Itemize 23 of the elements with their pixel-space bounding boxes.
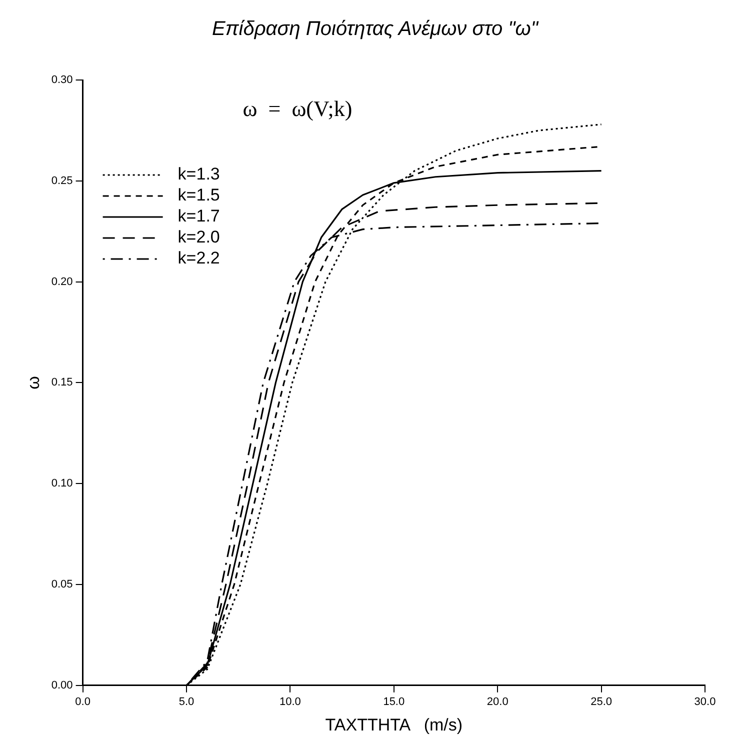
legend-label: k=1.5 — [178, 186, 220, 205]
x-tick-label: 30.0 — [694, 696, 716, 708]
y-tick-label: 0.30 — [51, 74, 73, 86]
y-tick-label: 0.10 — [51, 478, 73, 490]
x-tick-label: 0.0 — [75, 696, 90, 708]
y-tick-label: 0.15 — [51, 376, 73, 389]
x-axis-title: TAXTTHTA (m/s) — [325, 715, 463, 734]
x-tick-label: 20.0 — [486, 696, 508, 708]
y-tick-label: 0.05 — [51, 578, 73, 591]
legend-label: k=2.2 — [178, 248, 220, 268]
y-tick-label: 0.00 — [51, 679, 73, 692]
x-tick-label: 5.0 — [178, 696, 194, 708]
x-tick-label: 25.0 — [590, 696, 612, 708]
x-tick-label: 15.0 — [383, 696, 405, 708]
annotation: ω = ω(V;k) — [242, 96, 352, 121]
y-tick-label: 0.20 — [51, 276, 73, 288]
legend-label: k=1.3 — [178, 164, 220, 184]
legend-label: k=2.0 — [178, 228, 220, 247]
y-tick-label: 0.25 — [51, 174, 73, 187]
y-axis-title: ω — [24, 376, 43, 390]
x-tick-label: 10.0 — [279, 696, 301, 708]
chart-title: Επίδραση Ποιότητας Ανέμων στο "ω" — [211, 18, 540, 41]
legend-label: k=1.7 — [178, 206, 220, 226]
